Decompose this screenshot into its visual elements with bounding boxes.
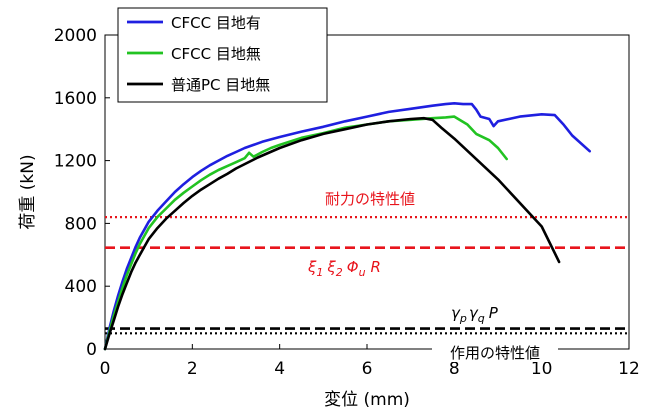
series-lines: [103, 102, 592, 351]
x-tick-label: 10: [531, 359, 553, 379]
x-tick-label: 8: [449, 359, 460, 379]
formula-xi2: ξ: [326, 258, 336, 276]
formula-gamma-q: γ: [469, 304, 479, 322]
legend-label: CFCC 目地有: [171, 14, 261, 32]
y-tick-label: 2000: [54, 26, 97, 46]
resistance-formula: ξ1 ξ2 Φu R: [307, 258, 381, 279]
y-tick-label: 1600: [54, 89, 97, 109]
legend-box: [117, 7, 328, 103]
y-tick-label: 400: [65, 277, 97, 297]
x-axis-title: 変位 (mm): [324, 390, 410, 410]
y-tick-label: 1200: [54, 152, 97, 172]
formula-gamma-p: γ: [451, 304, 461, 322]
formula-p: P: [489, 304, 499, 322]
formula-sub-2: 2: [336, 266, 343, 279]
x-tick-label: 12: [618, 359, 640, 379]
legend-label: 普通PC 目地無: [171, 76, 270, 94]
formula-xi1: ξ: [307, 258, 317, 276]
formula-phi: Φ: [347, 258, 359, 276]
formula-sub-1: 1: [316, 266, 323, 279]
y-tick-label: 0: [86, 340, 97, 360]
legend-label: CFCC 目地無: [171, 45, 261, 63]
series-line-3: [103, 116, 561, 351]
x-tick-label: 6: [362, 359, 373, 379]
resistance-characteristic-label: 耐力の特性値: [325, 190, 415, 208]
action-characteristic-label: 作用の特性値: [450, 344, 540, 362]
series-line-2: [103, 115, 509, 351]
formula-r: R: [371, 258, 381, 276]
formula-sub-u: u: [359, 266, 366, 279]
y-axis: 0 400 800 1200 1600 2000: [54, 26, 110, 360]
x-tick-label: 0: [100, 359, 111, 379]
y-axis-title: 荷重 (kN): [18, 154, 38, 229]
action-formula: γp γq P: [451, 304, 499, 325]
action-label-background: [432, 342, 558, 362]
formula-sub-p: p: [459, 312, 467, 325]
y-tick-label: 800: [65, 214, 97, 234]
reference-lines: [105, 216, 629, 335]
series-line-1: [103, 102, 592, 351]
x-tick-label: 2: [187, 359, 198, 379]
formula-sub-q: q: [478, 312, 485, 325]
x-tick-label: 4: [274, 359, 285, 379]
